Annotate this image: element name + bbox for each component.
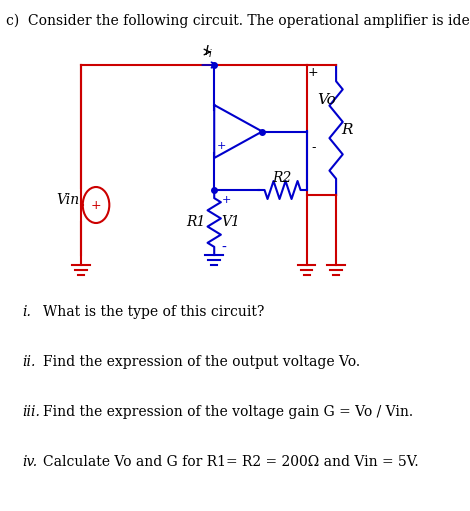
Text: -: -: [311, 142, 315, 154]
Text: V1: V1: [221, 215, 241, 229]
Text: +: +: [217, 141, 226, 151]
Text: ii.: ii.: [22, 355, 36, 369]
Text: Vin: Vin: [57, 193, 80, 207]
Text: R: R: [341, 123, 353, 137]
Text: R2: R2: [273, 171, 292, 185]
Text: Vo: Vo: [318, 93, 337, 107]
Text: Calculate Vo and G for R1= R2 = 200Ω and Vin = 5V.: Calculate Vo and G for R1= R2 = 200Ω and…: [43, 455, 418, 469]
Text: +: +: [91, 198, 102, 212]
Text: i.: i.: [22, 305, 31, 319]
Text: $I_i$: $I_i$: [204, 44, 213, 60]
Text: -: -: [221, 241, 227, 255]
Text: iii.: iii.: [22, 405, 40, 419]
Text: What is the type of this circuit?: What is the type of this circuit?: [43, 305, 264, 319]
Text: +: +: [308, 65, 319, 79]
Text: +: +: [221, 195, 231, 205]
Text: c)  Consider the following circuit. The operational amplifier is ideal.: c) Consider the following circuit. The o…: [6, 14, 470, 29]
Text: iv.: iv.: [22, 455, 37, 469]
Text: Find the expression of the voltage gain G = Vo / Vin.: Find the expression of the voltage gain …: [43, 405, 413, 419]
Text: Find the expression of the output voltage Vo.: Find the expression of the output voltag…: [43, 355, 360, 369]
Text: R1: R1: [186, 215, 205, 229]
